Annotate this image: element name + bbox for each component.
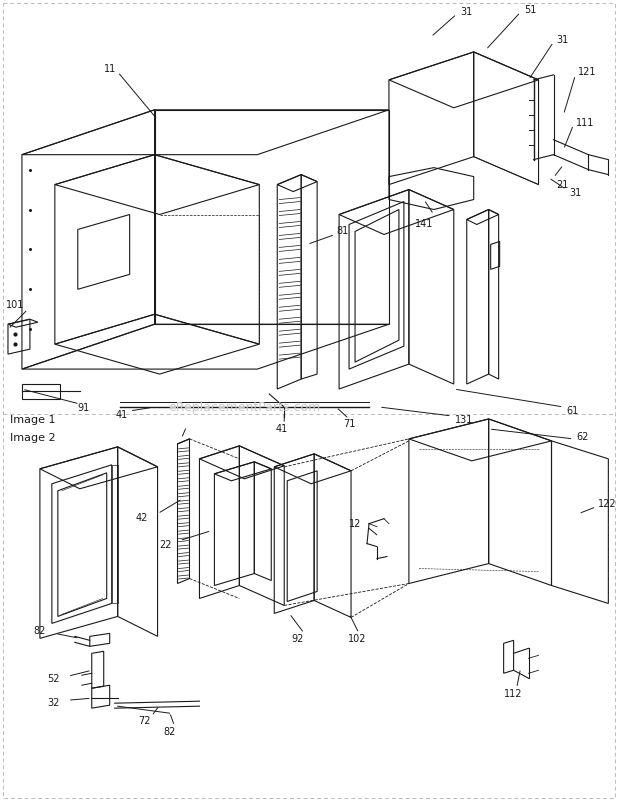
Text: 22: 22 [159, 539, 172, 549]
Text: 51: 51 [525, 5, 537, 15]
Text: 21: 21 [557, 180, 569, 189]
Text: 61: 61 [567, 406, 578, 415]
Text: 121: 121 [578, 67, 597, 77]
Text: 141: 141 [415, 219, 433, 229]
Text: 82: 82 [163, 726, 175, 736]
Text: 131: 131 [454, 415, 473, 424]
Text: 71: 71 [343, 419, 355, 428]
Text: Image 2: Image 2 [10, 432, 56, 443]
Text: 82: 82 [33, 626, 46, 635]
Text: 112: 112 [504, 688, 523, 699]
Text: 101: 101 [6, 300, 24, 310]
Text: 12: 12 [348, 518, 361, 528]
Text: eReplacementParts.com: eReplacementParts.com [168, 401, 321, 414]
Text: 31: 31 [569, 188, 582, 197]
Text: 42: 42 [135, 512, 148, 522]
Text: 81: 81 [336, 226, 348, 236]
Text: Image 1: Image 1 [10, 415, 55, 424]
Text: 111: 111 [577, 118, 595, 128]
Text: 11: 11 [104, 64, 116, 74]
Text: 62: 62 [577, 431, 589, 441]
Text: 92: 92 [291, 634, 303, 643]
Text: 52: 52 [47, 674, 60, 683]
Text: 122: 122 [598, 498, 617, 508]
Text: 31: 31 [557, 35, 569, 45]
Text: 41: 41 [275, 423, 287, 433]
Text: 72: 72 [138, 715, 151, 725]
Text: 31: 31 [461, 7, 473, 17]
Text: 102: 102 [348, 634, 366, 643]
Text: 91: 91 [78, 403, 90, 412]
Text: 32: 32 [48, 697, 60, 707]
Text: 41: 41 [115, 410, 128, 419]
